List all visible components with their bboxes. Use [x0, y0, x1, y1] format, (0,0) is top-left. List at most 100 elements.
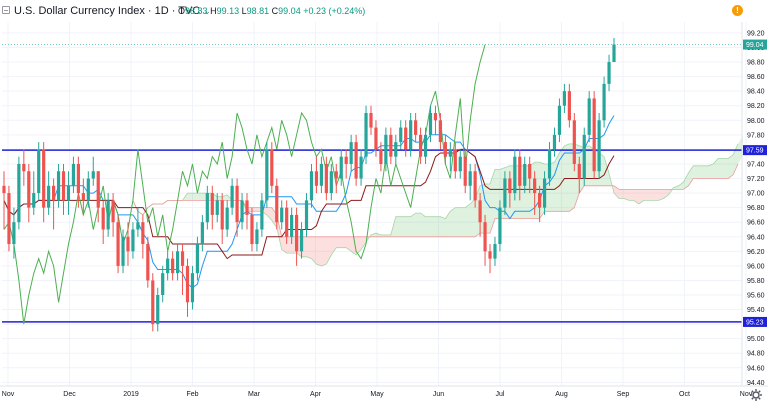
cloud-segment — [663, 189, 669, 199]
cloud-segment — [311, 236, 317, 265]
ichimoku-lines — [3, 44, 615, 325]
price-tick-label: 94.40 — [747, 380, 765, 387]
cloud-segment — [197, 193, 203, 201]
price-tick-label: 99.20 — [747, 30, 765, 37]
low-value: 98.81 — [246, 6, 270, 16]
cloud-segment — [286, 236, 292, 254]
candle-body — [433, 113, 438, 121]
time-tick-label: Feb — [186, 391, 198, 398]
candle-body — [141, 222, 145, 245]
lagging-span-line — [3, 44, 486, 325]
price-tick-label: 98.80 — [747, 60, 765, 67]
symbol-title[interactable]: U.S. Dollar Currency Index · 1D · TVC — [14, 5, 201, 17]
horizontal-level-label: 97.59 — [746, 148, 764, 155]
cloud-segment — [217, 196, 223, 201]
cloud-segment — [192, 193, 198, 201]
cloud-segment — [653, 189, 659, 201]
candle-body — [349, 142, 353, 164]
candle-body — [250, 214, 254, 245]
collapse-legend-icon[interactable] — [2, 6, 10, 14]
candle-body — [230, 185, 234, 208]
candle-body — [76, 163, 80, 194]
candlestick-series — [2, 38, 616, 332]
candle-body — [399, 127, 403, 143]
candle-body — [299, 229, 304, 252]
cloud-segment — [683, 173, 689, 190]
price-tick-label: 95.40 — [747, 307, 765, 314]
price-tick-label: 96.80 — [747, 205, 765, 212]
candle-body — [612, 44, 616, 63]
low-label: L — [241, 6, 247, 16]
candle-body — [493, 244, 497, 259]
candle-body — [270, 149, 274, 186]
candle-body — [265, 149, 269, 201]
candle-body — [2, 185, 6, 194]
cloud-segment — [370, 233, 376, 237]
chart-header: U.S. Dollar Currency Index · 1D · TVC ⌄ … — [0, 0, 760, 22]
high-value: 99.13 — [216, 6, 240, 16]
candle-body — [319, 163, 323, 186]
candle-body — [384, 134, 388, 164]
candle-body — [42, 149, 46, 208]
cloud-segment — [643, 189, 649, 201]
gear-icon[interactable] — [749, 388, 763, 402]
candle-body — [245, 200, 249, 215]
cloud-segment — [703, 165, 709, 179]
candle-body — [389, 134, 393, 157]
candle-body — [175, 251, 180, 274]
cloud-segment — [623, 189, 629, 201]
candle-body — [151, 280, 155, 325]
cloud-segment — [614, 185, 619, 199]
candle-body — [607, 62, 611, 84]
time-tick-label: Dec — [63, 391, 76, 398]
candle-body — [56, 171, 61, 201]
candle-body — [414, 120, 418, 135]
cloud-segment — [380, 234, 386, 237]
cloud-segment — [410, 213, 416, 237]
high-label: H — [210, 6, 217, 16]
candle-body — [364, 113, 368, 157]
candle-body — [61, 171, 66, 201]
price-axis-markers: 97.59 95.23 99.04 — [743, 39, 767, 327]
cloud-segment — [713, 158, 719, 179]
candle-body — [200, 222, 204, 245]
candle-body — [121, 236, 125, 266]
horizontal-level-label: 95.23 — [746, 319, 764, 326]
cloud-segment — [266, 207, 272, 221]
cloud-segment — [420, 213, 426, 237]
candle-body — [463, 156, 467, 186]
candle-body — [210, 193, 214, 215]
price-tick-label: 97.00 — [747, 191, 765, 198]
price-tick-label: 96.40 — [747, 234, 765, 241]
cloud-segment — [281, 236, 287, 254]
time-tick-label: May — [370, 391, 384, 398]
candle-body — [513, 156, 517, 194]
cloud-segment — [658, 189, 664, 201]
cloud-segment — [554, 153, 560, 212]
time-axis[interactable]: Nov Dec 2019 Feb Mar Apr May Jun Jul Aug Sep Oct Nov — [2, 391, 753, 398]
time-tick-label: 2019 — [123, 391, 139, 398]
price-tick-label: 98.00 — [747, 118, 765, 125]
candle-body — [309, 171, 314, 201]
time-tick-label: Mar — [248, 391, 261, 398]
cloud-segment — [470, 198, 476, 237]
candle-body — [339, 156, 343, 179]
price-tick-label: 98.40 — [747, 89, 765, 96]
candle-body — [324, 163, 328, 194]
cloud-segment — [341, 236, 347, 248]
candle-body — [96, 171, 100, 208]
candle-body — [161, 273, 165, 295]
candle-body — [12, 222, 16, 245]
candle-body — [66, 185, 71, 201]
horizontal-levels[interactable] — [2, 44, 742, 323]
chevron-down-icon[interactable]: ⌄ — [203, 6, 211, 16]
candle-body — [22, 163, 26, 172]
candle-body — [562, 91, 567, 106]
cloud-segment — [698, 165, 704, 179]
cloud-segment — [604, 156, 610, 186]
close-label: C — [271, 6, 279, 16]
candle-body — [597, 120, 601, 172]
alert-icon[interactable]: ! — [732, 5, 743, 16]
candle-body — [17, 163, 21, 223]
